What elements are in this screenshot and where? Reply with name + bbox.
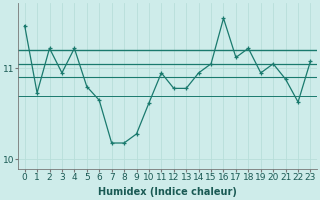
X-axis label: Humidex (Indice chaleur): Humidex (Indice chaleur) — [98, 187, 237, 197]
